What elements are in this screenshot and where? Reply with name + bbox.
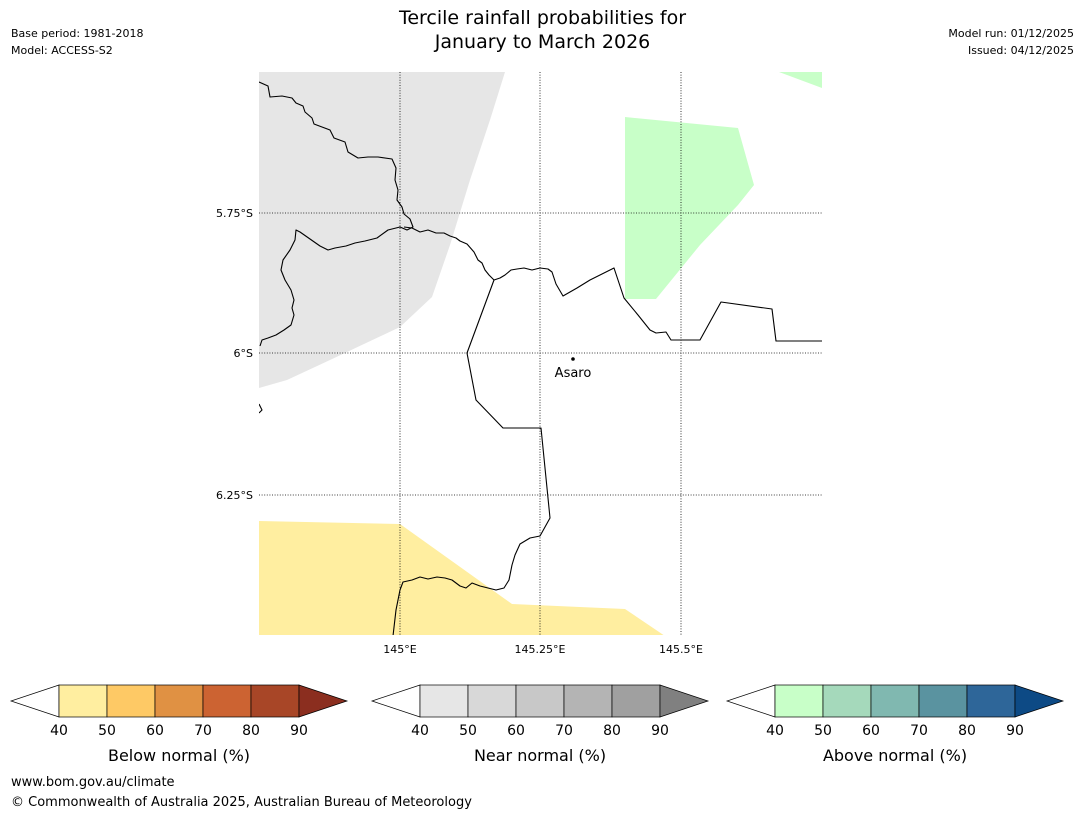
legend-tick-label: 90 [290,723,308,739]
legend-tick-label: 70 [194,723,212,739]
model-text: Model: ACCESS-S2 [11,44,113,57]
legend-tick-label: 70 [910,723,928,739]
footer-url: www.bom.gov.au/climate [11,775,175,790]
lat-label: 6.25°S [216,489,253,502]
legend-below: 40 50 60 70 80 90 Below normal (%) [9,684,349,765]
legend-swatch [870,684,920,718]
legend-swatch [154,684,204,718]
lon-axis-labels: 145°E 145.25°E 145.5°E [383,643,703,656]
page-title: Tercile rainfall probabilities for Janua… [0,6,1085,54]
legend-tick-label: 60 [146,723,164,739]
legend-tick-label: 90 [1006,723,1024,739]
lat-label: 6°S [234,347,253,360]
header-meta-right: Model run: 01/12/2025 Issued: 04/12/2025 [948,25,1074,59]
legend-swatch [202,684,252,718]
base-period-text: Base period: 1981-2018 [11,27,144,40]
legend-tick-label: 50 [459,723,477,739]
issued-text: Issued: 04/12/2025 [967,44,1074,57]
legend-group: 40 50 60 70 80 90 Below normal (%) 40 50 60 70 80 90… [9,684,1065,765]
legend-swatch [918,684,968,718]
legend-swatch [250,684,300,718]
legend-tick-label: 80 [603,723,621,739]
legend-swatch [106,684,156,718]
legend-tick-label: 80 [958,723,976,739]
title-line-2: January to March 2026 [434,31,651,53]
legend-arrow-high [298,684,349,718]
lat-axis-labels: 5.75°S 6°S 6.25°S [216,207,253,502]
above-normal-region [625,117,754,299]
legend-swatch [515,684,565,718]
boundary-lines [259,81,822,635]
legend-arrow-low [725,684,776,718]
header-meta-left: Base period: 1981-2018 Model: ACCESS-S2 [11,25,143,59]
lat-label: 5.75°S [216,207,253,220]
legend-tick-label: 40 [50,723,68,739]
near-normal-region [259,72,505,388]
legend-swatch [611,684,661,718]
legend-tick-label: 70 [555,723,573,739]
boundary-central [403,226,822,342]
lon-label: 145°E [383,643,416,656]
legend-tick-label: 60 [862,723,880,739]
boundary-south [392,279,551,635]
legend-title: Below normal (%) [108,746,250,765]
legend-swatch [966,684,1016,718]
lon-label: 145.5°E [659,643,703,656]
below-normal-region [259,521,664,635]
legend-swatch [467,684,517,718]
legend-swatch [822,684,872,718]
legend-title: Above normal (%) [823,746,967,765]
legend-tick-label: 90 [651,723,669,739]
boundary-west [259,81,414,347]
place-label-asaro: Asaro [555,366,592,381]
model-run-text: Model run: 01/12/2025 [948,27,1074,40]
legend-swatch [419,684,469,718]
boundary-coast-fragment [259,403,263,414]
legend-tick-label: 60 [507,723,525,739]
legend-tick-label: 40 [411,723,429,739]
legend-tick-label: 50 [814,723,832,739]
footer-copyright: © Commonwealth of Australia 2025, Austra… [11,795,472,810]
graticule [259,72,822,635]
legend-tick-label: 50 [98,723,116,739]
legend-arrow-low [370,684,421,718]
legend-arrow-low [9,684,60,718]
legend-title: Near normal (%) [474,746,606,765]
above-normal-region-corner [779,72,822,88]
legend-arrow-high [1014,684,1065,718]
legend-swatch [774,684,824,718]
legend-near: 40 50 60 70 80 90 Near normal (%) [370,684,710,765]
place-marker-asaro [571,357,575,361]
lon-label: 145.25°E [515,643,566,656]
legend-above: 40 50 60 70 80 90 Above normal (%) [725,684,1065,765]
legend-tick-label: 80 [242,723,260,739]
map-area: Asaro [259,72,822,635]
legend-tick-label: 40 [766,723,784,739]
title-line-1: Tercile rainfall probabilities for [398,7,687,29]
legend-swatch [563,684,613,718]
legend-arrow-high [659,684,710,718]
legend-swatch [58,684,108,718]
